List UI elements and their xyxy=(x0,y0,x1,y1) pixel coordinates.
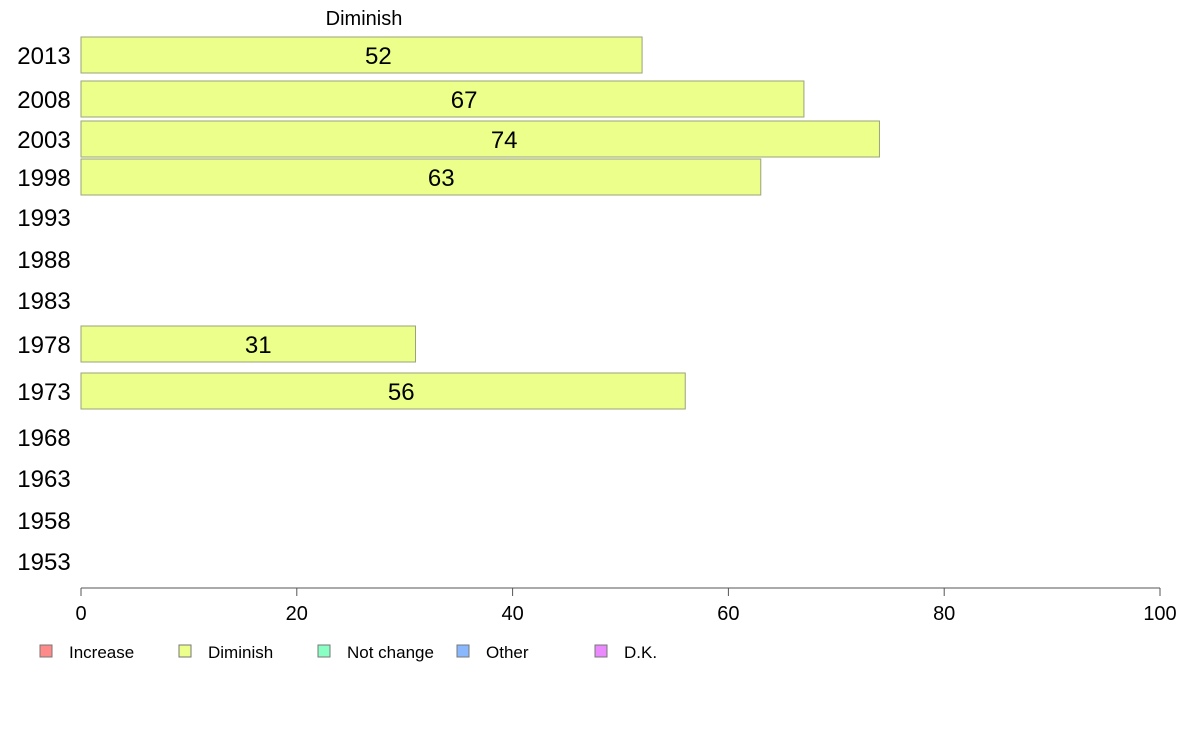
year-label-1963: 1963 xyxy=(17,466,70,493)
x-tick-label-40: 40 xyxy=(501,603,523,625)
bar-2008 xyxy=(80,80,805,118)
panel-title: Diminish xyxy=(326,8,403,30)
legend-label-0: Increase xyxy=(69,643,134,662)
bars-group: 52 67 74 63 31 56 xyxy=(80,36,880,410)
x-tick-label-20: 20 xyxy=(286,603,308,625)
x-tick-label-80: 80 xyxy=(933,603,955,625)
x-axis: 0 20 40 60 80 100 xyxy=(75,587,1177,625)
x-tick-label-0: 0 xyxy=(75,603,86,625)
bar-2013 xyxy=(80,36,643,74)
bar-value-1973: 56 xyxy=(388,379,415,406)
year-label-1978: 1978 xyxy=(17,332,70,359)
year-label-2008: 2008 xyxy=(17,87,70,114)
legend-swatch-1 xyxy=(178,644,192,658)
legend-label-2: Not change xyxy=(347,643,434,662)
year-label-2003: 2003 xyxy=(17,127,70,154)
year-label-1983: 1983 xyxy=(17,288,70,315)
legend: Increase Diminish Not change Other D.K. xyxy=(39,643,657,662)
legend-label-4: D.K. xyxy=(624,643,657,662)
bar-1998 xyxy=(80,158,762,196)
legend-swatch-3 xyxy=(456,644,470,658)
bar-value-2003: 74 xyxy=(491,127,518,154)
legend-label-3: Other xyxy=(486,643,529,662)
x-tick-label-60: 60 xyxy=(717,603,739,625)
legend-swatch-0 xyxy=(39,644,53,658)
legend-swatch-4 xyxy=(594,644,608,658)
year-label-2013: 2013 xyxy=(17,43,70,70)
year-label-1993: 1993 xyxy=(17,205,70,232)
bar-1973 xyxy=(80,372,686,410)
year-label-1958: 1958 xyxy=(17,508,70,535)
bar-value-2013: 52 xyxy=(365,43,392,70)
bar-value-1998: 63 xyxy=(428,165,455,192)
year-label-1968: 1968 xyxy=(17,425,70,452)
year-label-1953: 1953 xyxy=(17,549,70,576)
year-label-1988: 1988 xyxy=(17,247,70,274)
bar-value-1978: 31 xyxy=(245,332,272,359)
bar-value-2008: 67 xyxy=(451,87,478,114)
year-label-1998: 1998 xyxy=(17,165,70,192)
bar-2003 xyxy=(80,120,880,158)
legend-label-1: Diminish xyxy=(208,643,273,662)
x-tick-label-100: 100 xyxy=(1143,603,1176,625)
year-labels: 2013 2008 2003 1998 1993 1988 1983 1978 1973 1968… xyxy=(17,43,70,576)
year-label-1973: 1973 xyxy=(17,379,70,406)
bar-1978 xyxy=(80,325,416,363)
legend-swatch-2 xyxy=(317,644,331,658)
